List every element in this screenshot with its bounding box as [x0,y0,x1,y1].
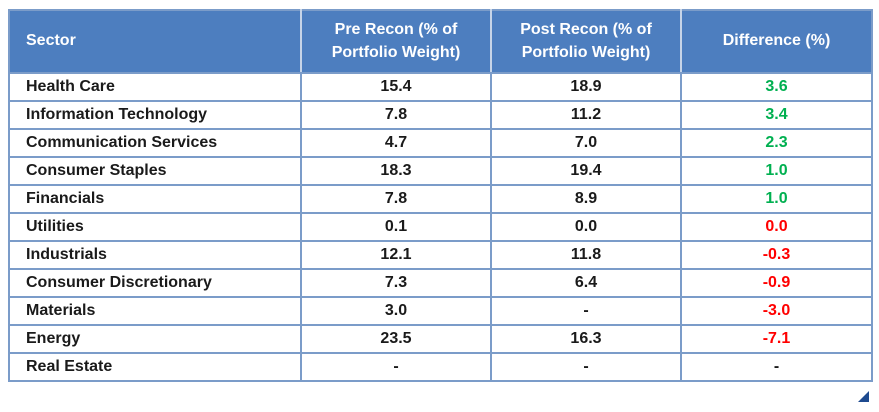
pre-recon-cell: 0.1 [300,212,492,242]
table-row: Health Care 15.4 18.9 3.6 [8,72,873,102]
difference-cell: 0.0 [680,212,873,242]
sector-cell: Industrials [8,240,302,270]
sector-cell: Consumer Staples [8,156,302,186]
column-header-difference: Difference (%) [680,10,872,74]
cell-corner-handle [858,391,869,402]
table-row: Consumer Discretionary 7.3 6.4 -0.9 [8,268,873,298]
post-recon-cell: 7.0 [490,128,682,158]
post-recon-cell: 16.3 [490,324,682,354]
pre-recon-cell: 3.0 [300,296,492,326]
sector-cell: Information Technology [8,100,302,130]
difference-cell: 3.6 [680,72,873,102]
difference-cell: - [680,352,873,382]
sector-cell: Energy [8,324,302,354]
difference-cell: -7.1 [680,324,873,354]
table-row: Materials 3.0- -3.0 [8,296,873,326]
post-recon-cell: 18.9 [490,72,682,102]
table-row: Information Technology 7.8 11.2 3.4 [8,100,873,130]
header-row: Sector Pre Recon (% of Portfolio Weight)… [9,10,872,74]
column-header-post-recon: Post Recon (% of Portfolio Weight) [490,10,681,74]
difference-cell: 2.3 [680,128,873,158]
table-row: Energy 23.5 16.3 -7.1 [8,324,873,354]
post-recon-cell: 11.2 [490,100,682,130]
sector-cell: Utilities [8,212,302,242]
sector-cell: Materials [8,296,302,326]
difference-cell: -0.9 [680,268,873,298]
sector-cell: Financials [8,184,302,214]
table-row: Real Estate - - - [8,352,873,382]
table-row: Consumer Staples 18.3 19.4 1.0 [8,156,873,186]
pre-recon-cell: 18.3 [300,156,492,186]
column-header-sector: Sector [9,10,301,74]
pre-recon-cell: 12.1 [300,240,492,270]
difference-cell: 1.0 [680,184,873,214]
difference-cell: -0.3 [680,240,873,270]
table-row: Financials 7.8 8.9 1.0 [8,184,873,214]
post-recon-cell: 11.8 [490,240,682,270]
post-recon-cell: - [490,352,682,382]
table-row: Industrials 12.1 11.8 -0.3 [8,240,873,270]
sector-cell: Consumer Discretionary [8,268,302,298]
pre-recon-cell: 4.7 [300,128,492,158]
difference-cell: 3.4 [680,100,873,130]
sector-cell: Communication Services [8,128,302,158]
pre-recon-cell: - [300,352,492,382]
sector-cell: Health Care [8,72,302,102]
pre-recon-cell: 15.4 [300,72,492,102]
sector-cell: Real Estate [8,352,302,382]
post-recon-cell: 6.4 [490,268,682,298]
post-recon-cell: 0.0 [490,212,682,242]
pre-recon-cell: 23.5 [300,324,492,354]
pre-recon-cell: 7.3 [300,268,492,298]
pre-recon-cell: 7.8 [300,100,492,130]
post-recon-cell: 19.4 [490,156,682,186]
sector-recon-table: Sector Pre Recon (% of Portfolio Weight)… [8,9,873,382]
column-header-pre-recon: Pre Recon (% of Portfolio Weight) [300,10,491,74]
pre-recon-cell: 7.8 [300,184,492,214]
post-recon-cell: - [490,296,682,326]
difference-cell: -3.0 [680,296,873,326]
table-row: Utilities 0.1 0.0 0.0 [8,212,873,242]
table-row: Communication Services 4.7 7.0 2.3 [8,128,873,158]
difference-cell: 1.0 [680,156,873,186]
post-recon-cell: 8.9 [490,184,682,214]
